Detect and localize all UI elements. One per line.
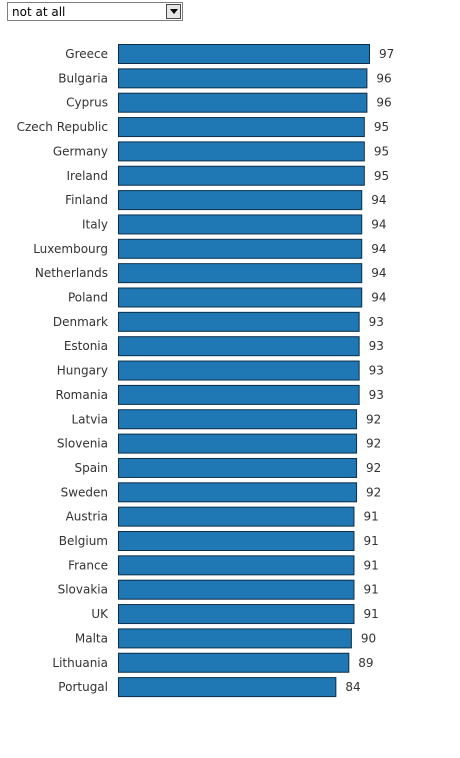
value-label: 92 <box>366 485 381 499</box>
category-label: Belgium <box>59 534 108 548</box>
category-label: Latvia <box>71 412 108 426</box>
value-label: 94 <box>371 217 386 231</box>
category-label: Hungary <box>57 364 108 378</box>
category-label: Czech Republic <box>17 120 108 134</box>
value-label: 91 <box>363 534 378 548</box>
category-label: Portugal <box>58 680 108 694</box>
bar <box>118 92 368 113</box>
value-label: 92 <box>366 437 381 451</box>
category-label: Austria <box>66 510 108 524</box>
category-label: Greece <box>65 47 108 61</box>
bar <box>118 579 355 600</box>
bar <box>118 628 352 649</box>
bar <box>118 311 360 332</box>
category-label: Denmark <box>53 315 108 329</box>
category-label: Italy <box>82 217 108 231</box>
value-label: 96 <box>376 96 391 110</box>
category-label: Sweden <box>61 485 108 499</box>
bar <box>118 482 358 503</box>
bar <box>118 190 363 211</box>
bar <box>118 506 355 527</box>
value-label: 91 <box>363 510 378 524</box>
bar <box>118 360 360 381</box>
category-label: France <box>68 558 108 572</box>
bar <box>118 263 363 284</box>
value-label: 95 <box>374 144 389 158</box>
bar <box>118 44 370 64</box>
bar <box>118 652 350 673</box>
category-label: Ireland <box>66 169 108 183</box>
category-label: Bulgaria <box>58 71 108 85</box>
value-label: 90 <box>361 631 376 645</box>
value-label: 91 <box>363 607 378 621</box>
filter-select-value: not at all <box>12 5 66 19</box>
bar <box>118 214 363 235</box>
bar <box>118 604 355 625</box>
value-label: 94 <box>371 266 386 280</box>
value-label: 92 <box>366 461 381 475</box>
bar <box>118 384 360 405</box>
value-label: 94 <box>371 242 386 256</box>
category-label: Romania <box>56 388 108 402</box>
category-label: Netherlands <box>35 266 108 280</box>
bar <box>118 677 337 698</box>
value-label: 93 <box>369 388 384 402</box>
value-label: 95 <box>374 120 389 134</box>
bar <box>118 117 365 138</box>
value-label: 93 <box>369 339 384 353</box>
category-label: Slovenia <box>57 437 108 451</box>
category-label: Luxembourg <box>33 242 108 256</box>
value-label: 97 <box>379 47 394 61</box>
bar <box>118 68 368 89</box>
bar <box>118 287 363 308</box>
value-label: 91 <box>363 583 378 597</box>
category-label: Slovakia <box>58 583 108 597</box>
bar <box>118 457 358 478</box>
category-label: Germany <box>53 144 108 158</box>
category-label: Estonia <box>64 339 108 353</box>
value-label: 94 <box>371 291 386 305</box>
value-label: 92 <box>366 412 381 426</box>
value-label: 94 <box>371 193 386 207</box>
category-label: Lithuania <box>52 656 108 670</box>
bar <box>118 555 355 576</box>
value-label: 91 <box>363 558 378 572</box>
category-label: UK <box>91 607 109 621</box>
bar <box>118 336 360 357</box>
value-label: 93 <box>369 315 384 329</box>
bar <box>118 433 358 454</box>
category-label: Malta <box>75 631 108 645</box>
value-label: 96 <box>376 71 391 85</box>
bar <box>118 141 365 162</box>
chevron-down-icon[interactable] <box>166 4 181 19</box>
value-label: 89 <box>358 656 373 670</box>
category-label: Spain <box>74 461 108 475</box>
bar <box>118 165 365 186</box>
value-label: 84 <box>345 680 360 694</box>
bar <box>118 409 358 430</box>
bar <box>118 531 355 551</box>
category-label: Finland <box>65 193 108 207</box>
bar <box>118 238 363 259</box>
category-label: Cyprus <box>66 96 108 110</box>
category-label: Poland <box>68 291 108 305</box>
value-label: 95 <box>374 169 389 183</box>
filter-select[interactable]: not at all <box>7 2 183 21</box>
value-label: 93 <box>369 364 384 378</box>
